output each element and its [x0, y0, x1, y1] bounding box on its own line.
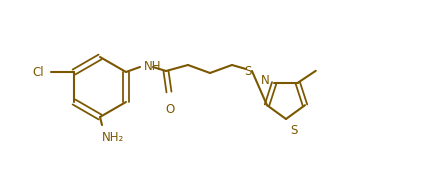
Text: S: S	[244, 64, 252, 78]
Text: Cl: Cl	[32, 66, 44, 79]
Text: S: S	[290, 124, 297, 137]
Text: O: O	[165, 103, 175, 116]
Text: NH: NH	[144, 59, 161, 72]
Text: NH₂: NH₂	[102, 131, 124, 144]
Text: N: N	[260, 74, 269, 87]
